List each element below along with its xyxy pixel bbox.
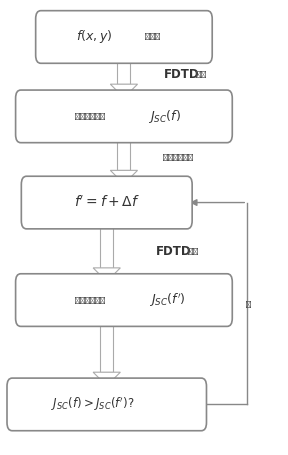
Text: FDTD: FDTD xyxy=(156,245,191,258)
Polygon shape xyxy=(93,372,120,386)
Text: $J_{SC}(f)>J_{SC}(f^{\prime})$?: $J_{SC}(f)>J_{SC}(f^{\prime})$? xyxy=(51,396,134,413)
FancyBboxPatch shape xyxy=(16,90,232,143)
FancyBboxPatch shape xyxy=(100,221,113,268)
FancyBboxPatch shape xyxy=(118,135,130,170)
FancyBboxPatch shape xyxy=(118,55,130,84)
Polygon shape xyxy=(110,84,138,98)
FancyBboxPatch shape xyxy=(7,378,206,431)
Text: $J_{SC}(f^{\prime})$: $J_{SC}(f^{\prime})$ xyxy=(149,291,185,309)
FancyBboxPatch shape xyxy=(21,176,192,229)
FancyBboxPatch shape xyxy=(36,10,212,63)
Polygon shape xyxy=(110,170,138,184)
FancyBboxPatch shape xyxy=(16,274,232,326)
Text: $J_{SC}(f)$: $J_{SC}(f)$ xyxy=(148,108,181,125)
Text: $f(x,y)$: $f(x,y)$ xyxy=(76,29,113,46)
Polygon shape xyxy=(93,268,120,282)
Text: FDTD: FDTD xyxy=(164,68,200,81)
FancyBboxPatch shape xyxy=(100,318,113,372)
Text: $f^{\prime}=f+\Delta f$: $f^{\prime}=f+\Delta f$ xyxy=(74,195,140,210)
